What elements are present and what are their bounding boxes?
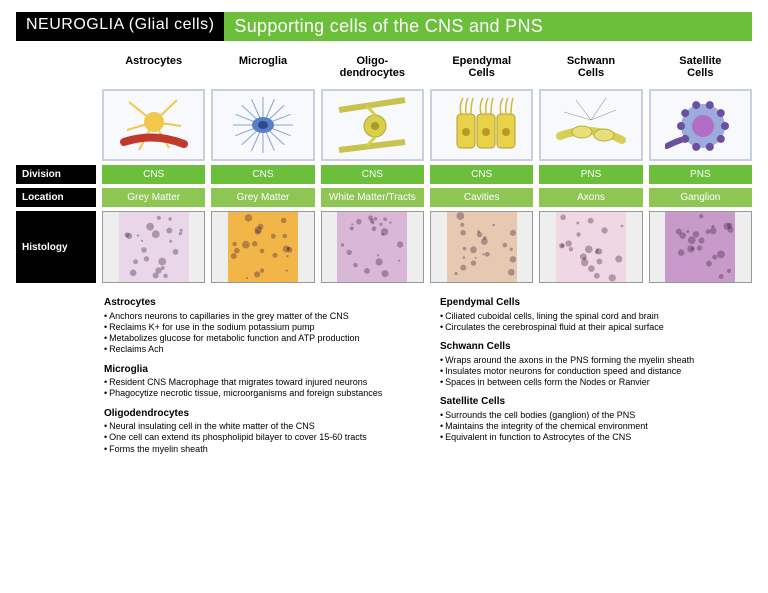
desc-bullet: Anchors neurons to capillaries in the gr…	[104, 311, 408, 322]
desc-title: Oligodendrocytes	[104, 408, 408, 421]
desc-bullet: Forms the myelin sheath	[104, 444, 408, 455]
desc-bullet: Maintains the integrity of the chemical …	[440, 421, 744, 432]
desc-left-2: Oligodendrocytes Neural insulating cell …	[104, 408, 408, 455]
desc-title: Astrocytes	[104, 297, 408, 310]
desc-bullet: Reclaims Ach	[104, 344, 408, 355]
location-0: Grey Matter	[102, 188, 205, 207]
division-0: CNS	[102, 165, 205, 184]
desc-bullet: Wraps around the axons in the PNS formin…	[440, 355, 744, 366]
desc-bullet: Resident CNS Macrophage that migrates to…	[104, 377, 408, 388]
illustration-3	[430, 89, 533, 161]
desc-right-1: Schwann Cells Wraps around the axons in …	[440, 341, 744, 388]
illustration-2	[321, 89, 424, 161]
illustration-0	[102, 89, 205, 161]
desc-left-1: Microglia Resident CNS Macrophage that m…	[104, 364, 408, 400]
histology-5	[649, 211, 752, 283]
illustration-1	[211, 89, 314, 161]
col-header-4: SchwannCells	[539, 51, 642, 85]
title-bar: NEUROGLIA (Glial cells) Supporting cells…	[16, 12, 752, 41]
row-label-division: Division	[16, 165, 96, 184]
desc-right-0: Ependymal Cells Ciliated cuboidal cells,…	[440, 297, 744, 333]
desc-right-2: Satellite Cells Surrounds the cell bodie…	[440, 396, 744, 443]
col-header-5: SatelliteCells	[649, 51, 752, 85]
division-3: CNS	[430, 165, 533, 184]
title-left: NEUROGLIA (Glial cells)	[16, 12, 224, 41]
histology-0	[102, 211, 205, 283]
main-grid: AstrocytesMicrogliaOligo-dendrocytesEpen…	[16, 51, 752, 283]
desc-bullet: Insulates motor neurons for conduction s…	[440, 366, 744, 377]
desc-col-left: Astrocytes Anchors neurons to capillarie…	[104, 297, 408, 463]
desc-bullet: Metabolizes glucose for metabolic functi…	[104, 333, 408, 344]
desc-bullet: Reclaims K+ for use in the sodium potass…	[104, 322, 408, 333]
desc-title: Satellite Cells	[440, 396, 744, 409]
location-2: White Matter/Tracts	[321, 188, 424, 207]
histology-3	[430, 211, 533, 283]
illustration-5	[649, 89, 752, 161]
desc-title: Ependymal Cells	[440, 297, 744, 310]
desc-bullet: Equivalent in function to Astrocytes of …	[440, 432, 744, 443]
division-4: PNS	[539, 165, 642, 184]
histology-1	[211, 211, 314, 283]
desc-title: Schwann Cells	[440, 341, 744, 354]
desc-bullet: Phagocytize necrotic tissue, microorgani…	[104, 388, 408, 399]
histology-2	[321, 211, 424, 283]
desc-bullet: Ciliated cuboidal cells, lining the spin…	[440, 311, 744, 322]
histology-4	[539, 211, 642, 283]
col-header-0: Astrocytes	[102, 51, 205, 85]
row-label-location: Location	[16, 188, 96, 207]
location-5: Ganglion	[649, 188, 752, 207]
location-4: Axons	[539, 188, 642, 207]
col-header-1: Microglia	[211, 51, 314, 85]
desc-left-0: Astrocytes Anchors neurons to capillarie…	[104, 297, 408, 356]
location-3: Cavities	[430, 188, 533, 207]
desc-bullet: Neural insulating cell in the white matt…	[104, 421, 408, 432]
desc-bullet: Surrounds the cell bodies (ganglion) of …	[440, 410, 744, 421]
desc-bullet: Spaces in between cells form the Nodes o…	[440, 377, 744, 388]
desc-bullet: Circulates the cerebrospinal fluid at th…	[440, 322, 744, 333]
illustration-4	[539, 89, 642, 161]
descriptions: Astrocytes Anchors neurons to capillarie…	[16, 297, 752, 463]
col-header-2: Oligo-dendrocytes	[321, 51, 424, 85]
desc-bullet: One cell can extend its phospholipid bil…	[104, 432, 408, 443]
desc-title: Microglia	[104, 364, 408, 377]
row-label-histology: Histology	[16, 211, 96, 283]
title-right: Supporting cells of the CNS and PNS	[224, 12, 752, 41]
desc-col-right: Ependymal Cells Ciliated cuboidal cells,…	[440, 297, 744, 463]
division-1: CNS	[211, 165, 314, 184]
col-header-3: EpendymalCells	[430, 51, 533, 85]
division-2: CNS	[321, 165, 424, 184]
division-5: PNS	[649, 165, 752, 184]
location-1: Grey Matter	[211, 188, 314, 207]
